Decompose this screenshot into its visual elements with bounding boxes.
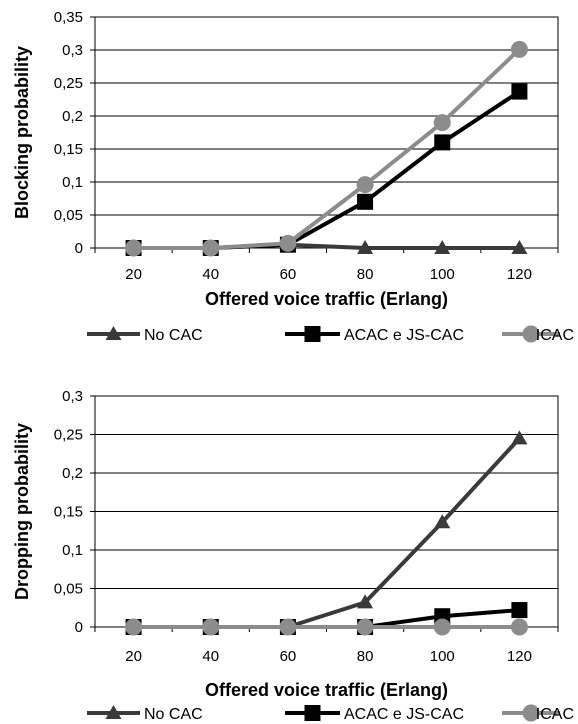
series-line xyxy=(133,89,521,250)
series-icac xyxy=(125,618,528,636)
data-point xyxy=(434,240,451,254)
data-point xyxy=(511,240,528,254)
data-point xyxy=(279,618,297,636)
series-line xyxy=(133,47,521,250)
y-tick-label: 0,3 xyxy=(62,388,83,405)
data-point xyxy=(125,618,143,636)
data-point xyxy=(510,40,528,58)
x-tick-label: 80 xyxy=(357,648,374,665)
data-point xyxy=(511,83,528,100)
y-tick-label: 0,25 xyxy=(54,75,83,92)
legend-label: ICAC xyxy=(536,706,574,723)
chart-2: 0 0,05 0,1 0,15 0,2 0,25 0,3 20 40 60 80 100 120 Offe… xyxy=(12,388,574,723)
y-tick-label: 0,35 xyxy=(54,9,83,26)
legend-marker xyxy=(304,326,321,342)
legend-label: ACAC e JS-CAC xyxy=(344,706,464,723)
x-tick-label: 60 xyxy=(280,266,297,283)
data-point xyxy=(511,430,528,445)
legend-label: ICAC xyxy=(536,327,574,344)
legend-marker xyxy=(304,705,321,721)
x-tick-label: 120 xyxy=(507,648,532,665)
legend-marker xyxy=(522,325,540,343)
y-tick-label: 0 xyxy=(75,240,83,257)
y-tick-label: 0 xyxy=(75,619,83,636)
y-tick-label: 0,2 xyxy=(62,465,83,482)
legend-label: No CAC xyxy=(144,327,203,344)
data-point xyxy=(510,618,528,636)
data-point xyxy=(434,514,451,529)
legend-label: No CAC xyxy=(144,706,203,723)
y-tick-label: 0,1 xyxy=(62,174,83,191)
x-tick-label: 20 xyxy=(125,648,142,665)
legend: No CAC ACAC e JS-CAC ICAC xyxy=(87,325,574,344)
data-point xyxy=(357,594,374,609)
legend-label: ACAC e JS-CAC xyxy=(344,327,464,344)
series-acac-e-js-cac xyxy=(125,83,528,256)
y-tick-label: 0,05 xyxy=(54,581,83,598)
x-tick-label: 120 xyxy=(507,266,532,283)
series-icac xyxy=(125,40,528,257)
data-point xyxy=(279,234,297,252)
y-tick-label: 0,1 xyxy=(62,542,83,559)
legend-marker xyxy=(105,705,122,719)
x-tick-label: 20 xyxy=(125,266,142,283)
x-tick-label: 80 xyxy=(357,266,374,283)
data-point xyxy=(356,618,374,636)
data-point xyxy=(511,602,528,619)
y-tick-label: 0,15 xyxy=(54,504,83,521)
y-tick-label: 0,25 xyxy=(54,427,83,444)
series-no-cac xyxy=(125,430,528,633)
x-tick-label: 40 xyxy=(202,648,219,665)
x-axis-title: Offered voice traffic (Erlang) xyxy=(205,289,448,309)
x-tick-label: 60 xyxy=(280,648,297,665)
series-line xyxy=(133,436,521,629)
data-point xyxy=(125,239,143,257)
data-point xyxy=(434,134,451,151)
x-tick-label: 100 xyxy=(430,648,455,665)
legend: No CAC ACAC e JS-CAC ICAC xyxy=(87,704,574,723)
x-tick-label: 100 xyxy=(430,266,455,283)
y-tick-label: 0,2 xyxy=(62,108,83,125)
y-tick-label: 0,3 xyxy=(62,42,83,59)
data-point xyxy=(202,618,220,636)
legend-marker xyxy=(105,326,122,340)
data-point xyxy=(433,618,451,636)
data-point xyxy=(357,240,374,254)
y-tick-label: 0,15 xyxy=(54,141,83,158)
data-point xyxy=(357,193,374,210)
data-point xyxy=(356,176,374,194)
data-point xyxy=(433,114,451,132)
y-tick-label: 0,05 xyxy=(54,207,83,224)
x-axis-title: Offered voice traffic (Erlang) xyxy=(205,680,448,700)
legend-marker xyxy=(522,704,540,722)
x-tick-label: 40 xyxy=(202,266,219,283)
data-point xyxy=(202,239,220,257)
y-axis-title: Blocking probability xyxy=(12,46,32,219)
y-axis-title: Dropping probability xyxy=(12,423,32,600)
chart-1: 0 0,05 0,1 0,15 0,2 0,25 0,3 0,35 20 40 60 80 100 120… xyxy=(12,9,574,344)
